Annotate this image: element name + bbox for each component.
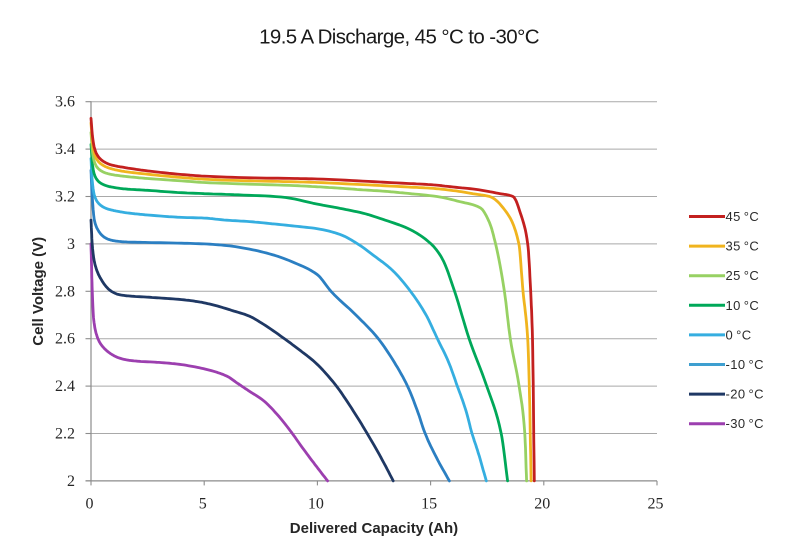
svg-text:Delivered Capacity (Ah): Delivered Capacity (Ah) xyxy=(290,520,458,537)
svg-text:45 °C: 45 °C xyxy=(726,209,760,224)
svg-text:5: 5 xyxy=(199,496,207,513)
svg-text:2.6: 2.6 xyxy=(55,331,75,348)
svg-text:3.4: 3.4 xyxy=(55,141,75,158)
svg-text:35 °C: 35 °C xyxy=(726,239,760,254)
svg-text:2: 2 xyxy=(67,473,75,490)
svg-text:19.5 A Discharge, 45 °C to -30: 19.5 A Discharge, 45 °C to -30°C xyxy=(259,26,540,49)
svg-text:-10 °C: -10 °C xyxy=(726,357,764,372)
svg-text:10 °C: 10 °C xyxy=(726,298,760,313)
svg-text:15: 15 xyxy=(421,496,437,513)
svg-text:2.4: 2.4 xyxy=(55,378,75,395)
svg-text:2.2: 2.2 xyxy=(55,426,75,443)
svg-text:25 °C: 25 °C xyxy=(726,268,760,283)
svg-text:0: 0 xyxy=(86,496,94,513)
svg-text:20: 20 xyxy=(534,496,550,513)
svg-text:0 °C: 0 °C xyxy=(726,327,752,342)
svg-text:3.2: 3.2 xyxy=(55,189,75,206)
svg-text:Cell Voltage (V): Cell Voltage (V) xyxy=(30,237,47,346)
svg-text:-30 °C: -30 °C xyxy=(726,416,764,431)
svg-text:3: 3 xyxy=(67,236,75,253)
svg-text:-20 °C: -20 °C xyxy=(726,387,764,402)
svg-text:10: 10 xyxy=(308,496,324,513)
svg-text:25: 25 xyxy=(648,496,664,513)
svg-text:3.6: 3.6 xyxy=(55,94,75,111)
svg-text:2.8: 2.8 xyxy=(55,283,75,300)
